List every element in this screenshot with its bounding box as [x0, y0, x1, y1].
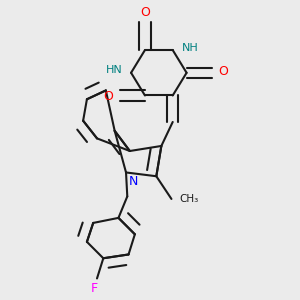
Text: O: O — [218, 65, 228, 78]
Text: O: O — [103, 90, 113, 103]
Text: N: N — [128, 175, 138, 188]
Text: HN: HN — [106, 65, 122, 75]
Text: F: F — [91, 282, 98, 295]
Text: NH: NH — [182, 43, 198, 52]
Text: CH₃: CH₃ — [179, 194, 198, 204]
Text: O: O — [140, 5, 150, 19]
